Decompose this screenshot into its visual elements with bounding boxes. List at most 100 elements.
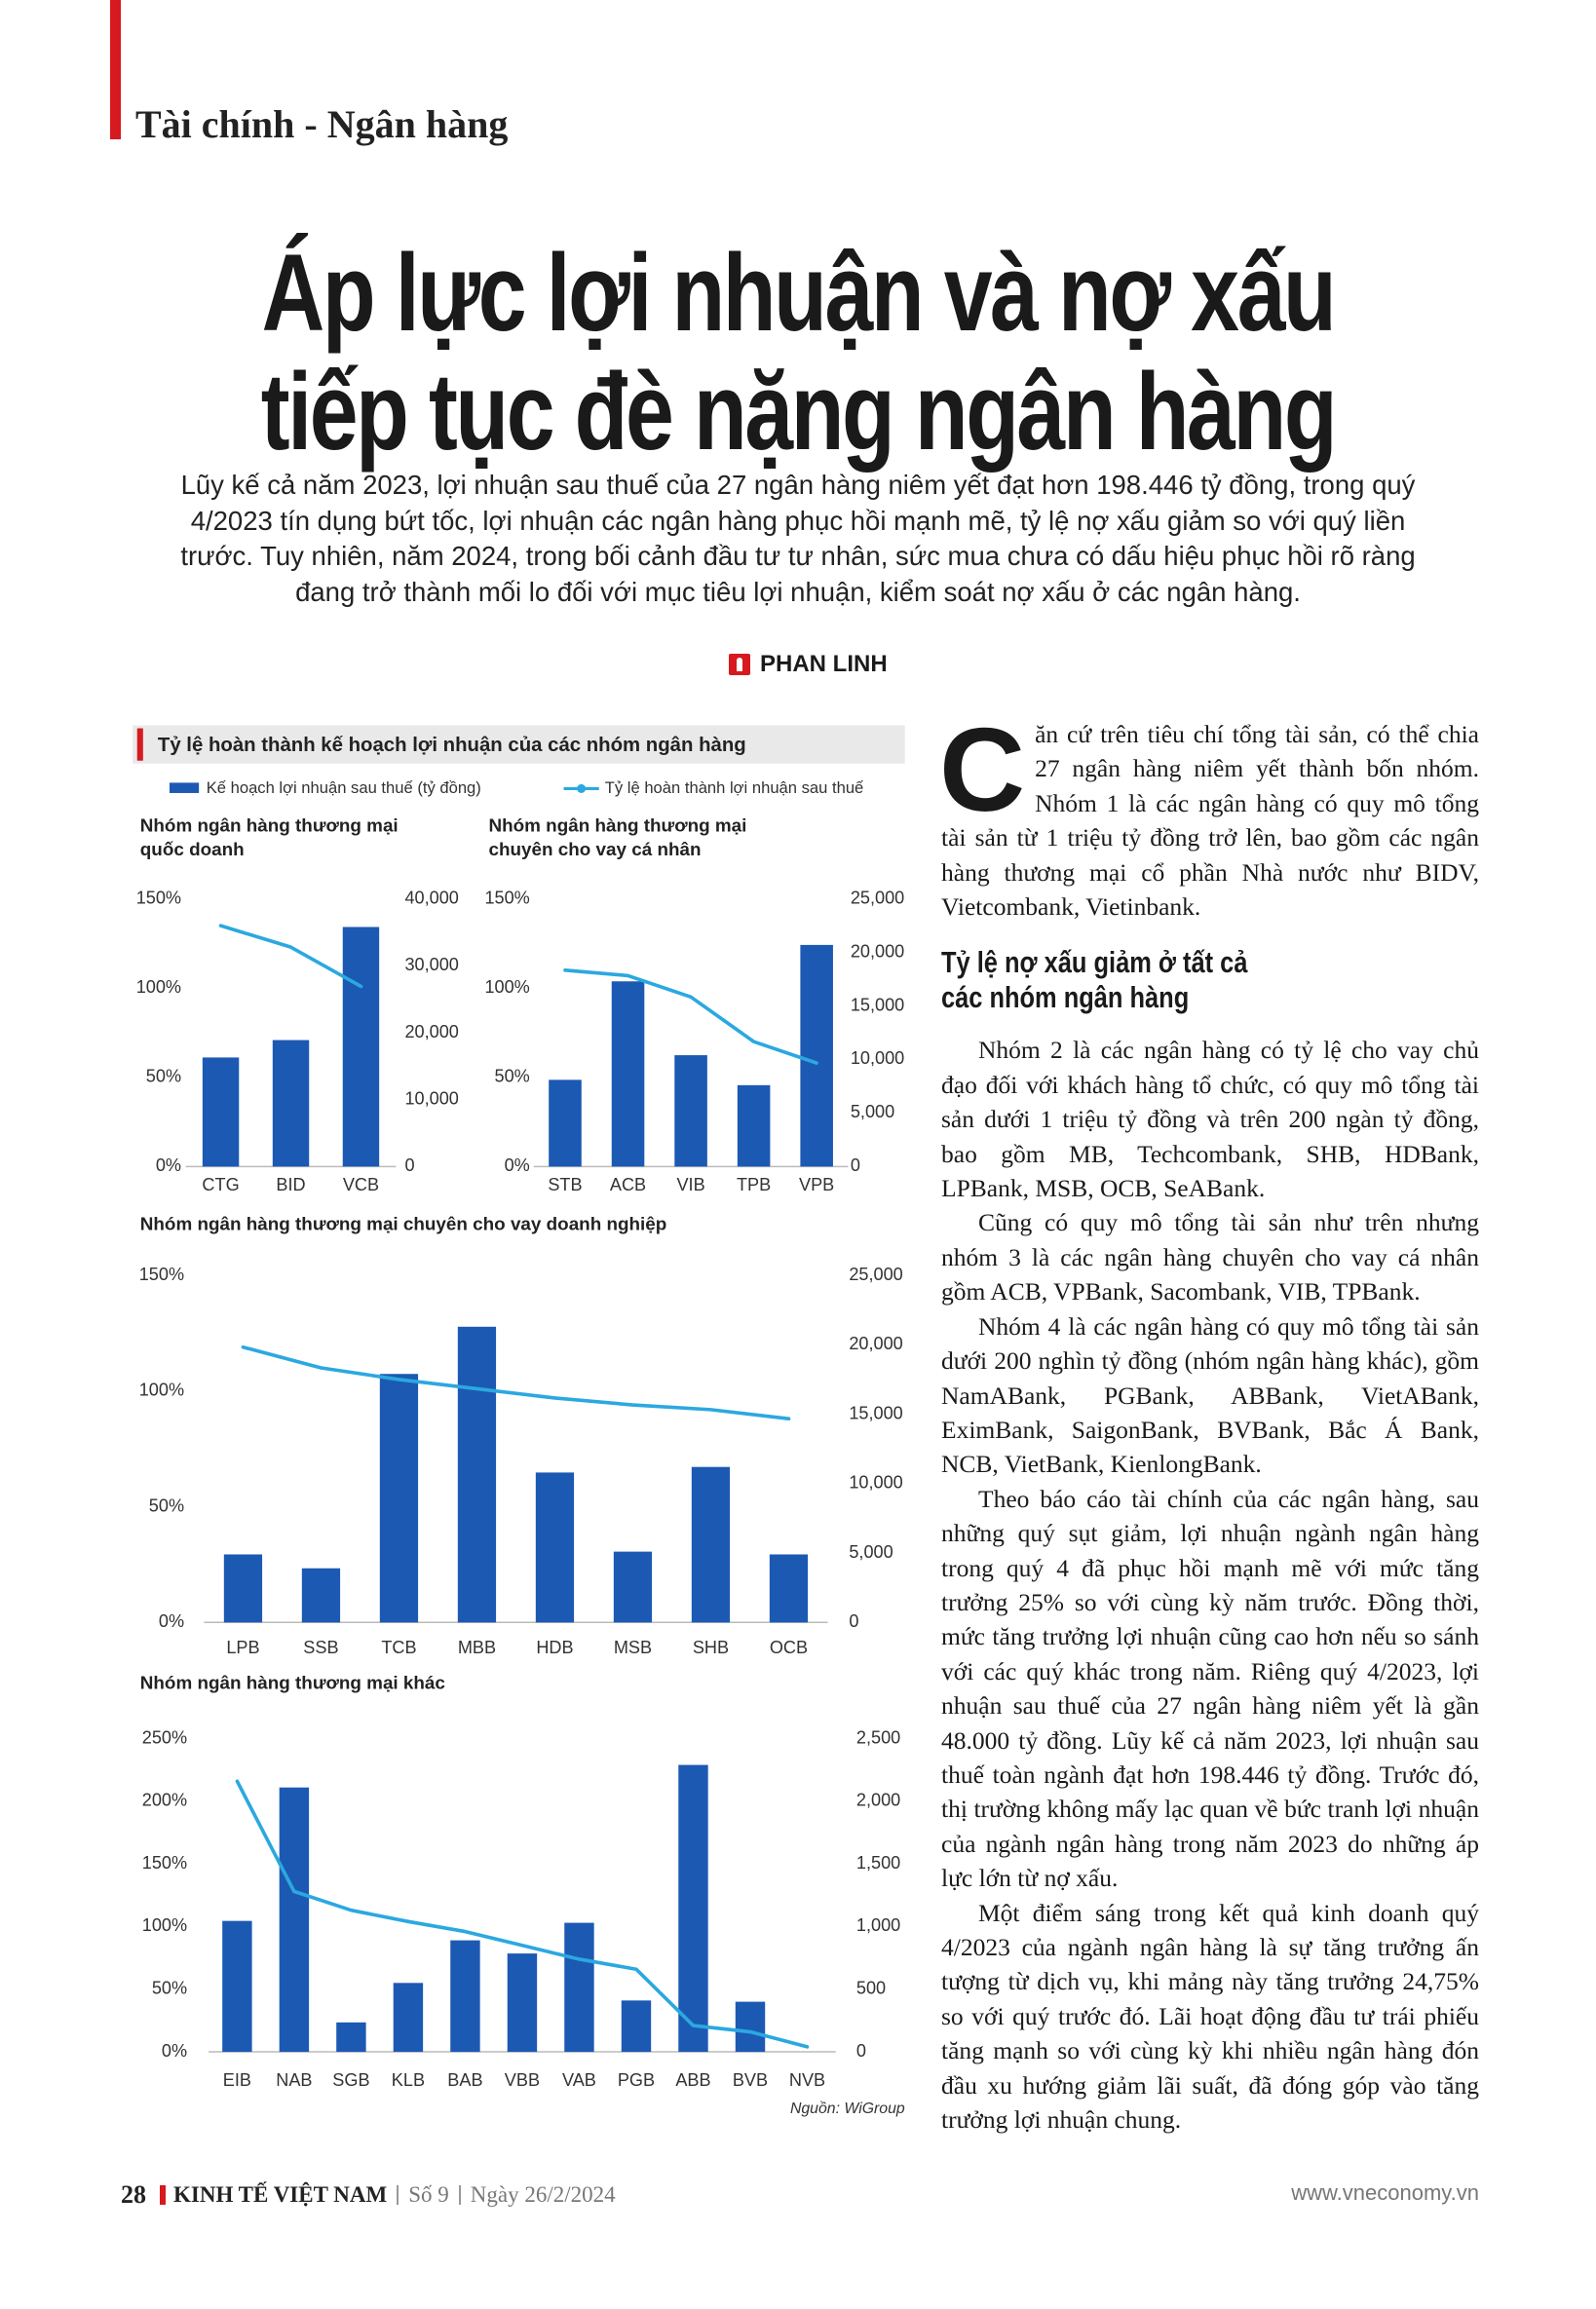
y-tick-label: 150%: [136, 888, 181, 907]
y2-tick-label: 5,000: [851, 1102, 894, 1121]
website: www.vneconomy.vn: [1291, 2180, 1479, 2205]
chart-title: chuyên cho vay cá nhân: [489, 839, 702, 859]
figure-title-bar: [136, 728, 143, 761]
chart-title: Nhóm ngân hàng thương mại khác: [140, 1673, 445, 1693]
x-tick-label: OCB: [770, 1638, 808, 1657]
legend-swatch: [169, 782, 200, 793]
line: [241, 1344, 791, 1421]
legend-swatch: [577, 783, 587, 793]
headline-line: Áp lực lợi nhuận và nợ xấu: [261, 232, 1337, 354]
y2-tick-label: 25,000: [851, 888, 904, 907]
y2-tick-label: 25,000: [849, 1265, 902, 1284]
x-tick-label: SSB: [303, 1638, 338, 1657]
paragraph: Một điểm sáng trong kết quả kinh doanh q…: [941, 1898, 1479, 2135]
x-tick-label: NAB: [276, 2070, 312, 2090]
bar: [222, 1920, 252, 2053]
footer-bar: [160, 2185, 166, 2205]
footer: 28 KINH TẾ VIỆT NAM Số 9 Ngày 26/2/2024: [121, 2180, 616, 2210]
paragraph: Nhóm 2 là các ngân hàng có tỷ lệ cho vay…: [941, 1036, 1479, 1203]
bar: [223, 1554, 263, 1623]
chart-title: Nhóm ngân hàng thương mại: [140, 815, 399, 836]
y2-tick-label: 10,000: [404, 1088, 458, 1108]
lead: Lũy kế cả năm 2023, lợi nhuận sau thuế c…: [180, 470, 1416, 607]
x-tick-label: VBB: [505, 2070, 540, 2090]
bar: [621, 2000, 652, 2053]
bar: [279, 1787, 310, 2053]
source: Nguồn: WiGroup: [790, 2101, 905, 2117]
magazine-name: KINH TẾ VIỆT NAM: [173, 2182, 388, 2207]
figure: Tỷ lệ hoàn thành kế hoạch lợi nhuận của …: [133, 725, 905, 2117]
bar: [674, 1055, 707, 1167]
x-tick-label: SGB: [332, 2070, 369, 2090]
x-tick-label: KLB: [392, 2070, 425, 2090]
y2-tick-label: 20,000: [849, 1334, 902, 1353]
y-tick-label: 0%: [162, 2041, 187, 2061]
section-bar: [110, 0, 121, 139]
bar: [769, 1554, 809, 1623]
bar: [800, 944, 833, 1167]
x-tick-label: VPB: [799, 1175, 834, 1194]
paragraph-text: ăn cứ trên tiêu chí tổng tài sản, có thể…: [941, 720, 1479, 922]
y2-tick-label: 15,000: [849, 1403, 902, 1422]
subheading-line: Tỷ lệ nợ xấu giảm ở tất cả: [941, 945, 1248, 980]
y-tick-label: 0%: [505, 1155, 530, 1175]
x-tick-label: CTG: [202, 1175, 239, 1194]
bar: [735, 2001, 766, 2053]
x-tick-label: BVB: [733, 2070, 768, 2090]
y-tick-label: 50%: [495, 1067, 530, 1086]
chart-title: quốc doanh: [140, 839, 245, 859]
y2-tick-label: 1,500: [856, 1853, 900, 1873]
bar: [535, 1472, 575, 1623]
issue: Số 9: [408, 2182, 449, 2207]
x-tick-label: BID: [276, 1175, 305, 1194]
line: [563, 968, 818, 1065]
x-tick-label: MBB: [458, 1638, 496, 1657]
bar: [564, 1922, 594, 2053]
drop-cap: C: [939, 703, 1026, 836]
y2-tick-label: 1,000: [856, 1915, 900, 1935]
x-tick-label: PGB: [618, 2070, 655, 2090]
paragraphs: Nhóm 2 là các ngân hàng có tỷ lệ cho vay…: [941, 1033, 1479, 2137]
x-tick-label: ACB: [610, 1175, 646, 1194]
y2-tick-label: 5,000: [849, 1542, 893, 1562]
separator: [458, 2185, 461, 2205]
x-tick-label: TPB: [737, 1175, 771, 1194]
page-number: 28: [121, 2180, 146, 2209]
y-tick-label: 100%: [136, 977, 181, 997]
y2-tick-label: 10,000: [851, 1048, 904, 1068]
bar: [611, 981, 645, 1167]
byline: PHAN LINH: [729, 651, 888, 678]
bar: [613, 1551, 653, 1623]
y2-tick-label: 20,000: [851, 941, 904, 961]
x-tick-label: MSB: [614, 1638, 652, 1657]
y-tick-label: 150%: [142, 1853, 187, 1873]
y2-tick-label: 0: [849, 1611, 858, 1631]
y2-tick-label: 0: [856, 2041, 866, 2061]
author-icon: [729, 654, 750, 675]
y2-tick-label: 15,000: [851, 995, 904, 1014]
paragraph: Cũng có quy mô tổng tài sản như trên như…: [941, 1208, 1479, 1306]
x-tick-label: VCB: [343, 1175, 379, 1194]
bar: [379, 1374, 419, 1623]
y-tick-label: 0%: [156, 1155, 181, 1175]
y-tick-label: 50%: [146, 1067, 181, 1086]
y2-tick-label: 30,000: [404, 955, 458, 974]
date: Ngày 26/2/2024: [470, 2182, 616, 2207]
bar: [691, 1466, 731, 1623]
line: [218, 924, 363, 989]
bar: [737, 1084, 771, 1167]
subheading-line: các nhóm ngân hàng: [941, 980, 1190, 1015]
y-tick-label: 100%: [142, 1915, 187, 1935]
headline: Áp lực lợi nhuận và nợ xấu tiếp tục đè n…: [0, 234, 1596, 472]
figure-title-box: [133, 725, 905, 764]
x-tick-label: BAB: [447, 2070, 482, 2090]
y-tick-label: 50%: [149, 1495, 184, 1515]
bar: [272, 1040, 310, 1167]
legend-label: Tỷ lệ hoàn thành lợi nhuận sau thuế: [605, 778, 864, 797]
headline-line: tiếp tục đè nặng ngân hàng: [260, 351, 1338, 473]
y-tick-label: 200%: [142, 1791, 187, 1810]
